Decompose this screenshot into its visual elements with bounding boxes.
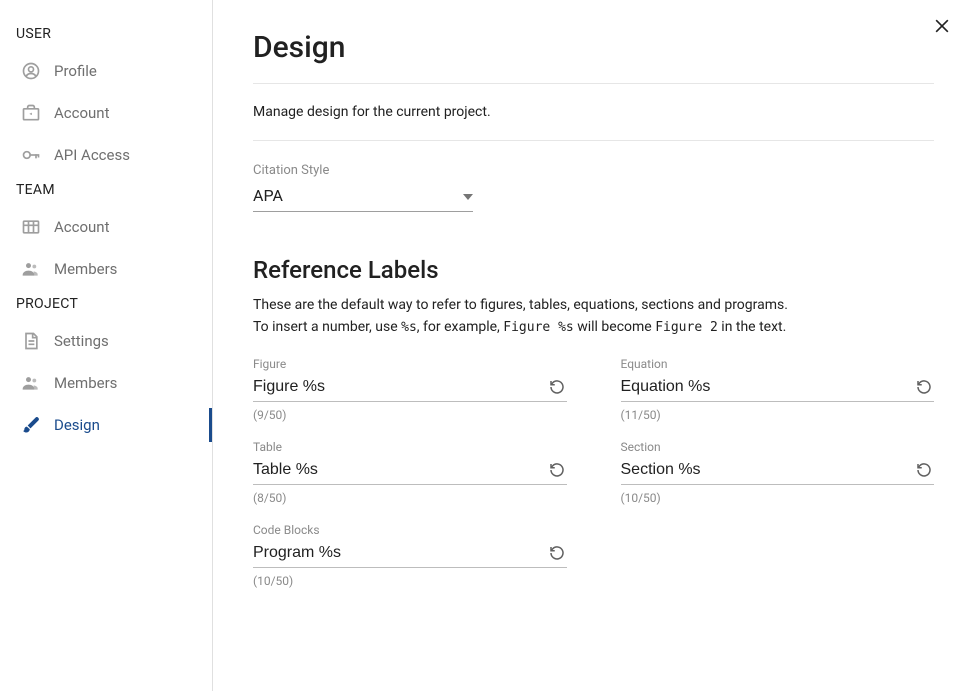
citation-style-value: APA [253, 186, 283, 205]
sidebar-item-label: Members [54, 260, 117, 278]
section-label: Section [621, 440, 935, 454]
sidebar-item-team-account[interactable]: Account [0, 206, 212, 248]
table-label: Table [253, 440, 567, 454]
reset-icon [915, 378, 933, 396]
sidebar-item-label: Design [54, 416, 100, 434]
desc-code: Figure %s [503, 320, 573, 335]
section-counter: (10/50) [621, 491, 935, 505]
reset-button[interactable] [547, 460, 567, 480]
close-button[interactable] [928, 14, 956, 42]
codeblocks-label: Code Blocks [253, 523, 567, 537]
divider [253, 140, 934, 141]
sidebar-item-label: Profile [54, 62, 97, 80]
brush-icon [20, 414, 42, 436]
desc-text: These are the default way to refer to fi… [253, 297, 788, 313]
sidebar-item-label: Account [54, 218, 110, 236]
table-counter: (8/50) [253, 491, 567, 505]
citation-style-field: Citation Style APA [253, 163, 473, 212]
equation-input[interactable] [621, 378, 915, 396]
codeblocks-counter: (10/50) [253, 574, 567, 588]
reset-icon [548, 461, 566, 479]
table-field: Table (8/50) [253, 440, 567, 505]
equation-label: Equation [621, 357, 935, 371]
figure-counter: (9/50) [253, 408, 567, 422]
sidebar-item-project-members[interactable]: Members [0, 362, 212, 404]
sidebar-item-team-members[interactable]: Members [0, 248, 212, 290]
desc-text: in the text. [718, 319, 787, 335]
sidebar-section-project: PROJECT [0, 290, 212, 320]
desc-text: To insert a number, use [253, 319, 401, 335]
figure-input[interactable] [253, 378, 547, 396]
chevron-down-icon [463, 188, 473, 204]
page-subtitle: Manage design for the current project. [253, 84, 934, 140]
sidebar-section-team: TEAM [0, 176, 212, 206]
figure-label: Figure [253, 357, 567, 371]
reference-labels-desc: These are the default way to refer to fi… [253, 294, 934, 339]
reference-labels-title: Reference Labels [253, 256, 934, 284]
citation-style-select[interactable]: APA [253, 182, 473, 212]
sidebar-item-label: Members [54, 374, 117, 392]
table-input[interactable] [253, 461, 547, 479]
equation-field: Equation (11/50) [621, 357, 935, 422]
sidebar-item-label: API Access [54, 146, 130, 164]
desc-code: Figure 2 [655, 320, 718, 335]
codeblocks-input[interactable] [253, 544, 547, 562]
document-icon [20, 330, 42, 352]
sidebar-section-user: USER [0, 20, 212, 50]
equation-counter: (11/50) [621, 408, 935, 422]
people-icon [20, 372, 42, 394]
sidebar-item-label: Account [54, 104, 110, 122]
reset-button[interactable] [547, 377, 567, 397]
desc-text: will become [574, 319, 655, 335]
page-title: Design [253, 30, 934, 65]
sidebar-item-profile[interactable]: Profile [0, 50, 212, 92]
sidebar-item-user-account[interactable]: Account [0, 92, 212, 134]
citation-style-label: Citation Style [253, 163, 473, 178]
desc-text: , for example, [417, 319, 503, 335]
grid-icon [20, 216, 42, 238]
figure-field: Figure (9/50) [253, 357, 567, 422]
desc-code: %s [401, 320, 417, 335]
codeblocks-field: Code Blocks (10/50) [253, 523, 567, 588]
sidebar-item-label: Settings [54, 332, 109, 350]
sidebar-item-project-design[interactable]: Design [0, 404, 212, 446]
sidebar: USER Profile Account API Access TEAM Acc… [0, 0, 213, 691]
briefcase-icon [20, 102, 42, 124]
user-circle-icon [20, 60, 42, 82]
section-input[interactable] [621, 461, 915, 479]
key-icon [20, 144, 42, 166]
reset-button[interactable] [914, 460, 934, 480]
sidebar-item-api-access[interactable]: API Access [0, 134, 212, 176]
section-field: Section (10/50) [621, 440, 935, 505]
sidebar-item-project-settings[interactable]: Settings [0, 320, 212, 362]
reset-icon [915, 461, 933, 479]
reference-labels-grid: Figure (9/50) Equation (11/50) Table [253, 357, 934, 588]
close-icon [932, 16, 952, 40]
people-icon [20, 258, 42, 280]
main-panel: Design Manage design for the current pro… [213, 0, 974, 691]
reset-icon [548, 544, 566, 562]
reset-button[interactable] [547, 543, 567, 563]
reset-icon [548, 378, 566, 396]
reset-button[interactable] [914, 377, 934, 397]
